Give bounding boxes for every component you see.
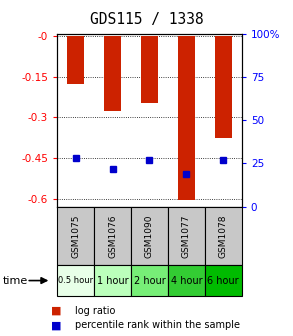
Text: time: time [3, 276, 28, 286]
Bar [141, 36, 158, 102]
Text: percentile rank within the sample: percentile rank within the sample [75, 320, 240, 330]
Text: GSM1076: GSM1076 [108, 214, 117, 258]
Text: 4 hour: 4 hour [171, 276, 202, 286]
Text: GSM1075: GSM1075 [71, 214, 80, 258]
Text: log ratio: log ratio [75, 306, 115, 316]
Bar [67, 36, 84, 84]
Text: ■: ■ [51, 306, 62, 316]
Text: GSM1078: GSM1078 [219, 214, 228, 258]
Bar [215, 36, 231, 138]
Text: ■: ■ [51, 320, 62, 330]
Text: GSM1077: GSM1077 [182, 214, 191, 258]
Text: 6 hour: 6 hour [207, 276, 239, 286]
Text: 0.5 hour: 0.5 hour [58, 276, 93, 285]
Text: 1 hour: 1 hour [97, 276, 128, 286]
Text: GSM1090: GSM1090 [145, 214, 154, 258]
Text: 2 hour: 2 hour [134, 276, 165, 286]
Bar [178, 36, 195, 200]
Text: GDS115 / 1338: GDS115 / 1338 [90, 12, 203, 27]
Bar [104, 36, 121, 111]
